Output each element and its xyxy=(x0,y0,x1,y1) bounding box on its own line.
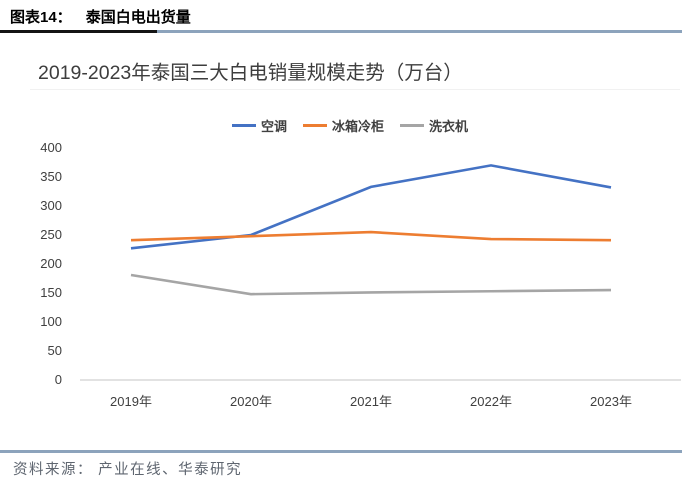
legend-label: 冰箱冷柜 xyxy=(331,119,384,134)
legend-line-icon xyxy=(231,124,256,127)
series-line-1 xyxy=(130,230,612,242)
chart-title: 2019-2023年泰国三大白电销量规模走势（万台） xyxy=(38,62,463,84)
legend-line-icon xyxy=(400,124,424,127)
legend-label: 空调 xyxy=(260,119,287,134)
series-line-2 xyxy=(130,273,612,296)
header-rule xyxy=(0,30,682,33)
series-line-0 xyxy=(130,164,612,250)
legend-label: 洗衣机 xyxy=(429,119,469,134)
source-note: 资料来源： 产业在线、华泰研究 xyxy=(13,462,243,478)
legend-line-icon xyxy=(302,124,327,127)
chart-legend: 空调 冰箱冷柜 洗衣机 xyxy=(0,116,700,135)
title-divider xyxy=(30,89,680,90)
figure-header: 图表14： 泰国白电出货量 xyxy=(10,6,191,27)
legend-item-1: 冰箱冷柜 xyxy=(302,116,384,135)
legend-item-0: 空调 xyxy=(231,116,287,135)
figure-header-label: 图表14： xyxy=(10,9,72,26)
footer-rule xyxy=(0,450,682,453)
header-rule-accent xyxy=(0,30,157,33)
legend-item-2: 洗衣机 xyxy=(400,116,468,135)
figure-header-title: 泰国白电出货量 xyxy=(85,9,191,26)
